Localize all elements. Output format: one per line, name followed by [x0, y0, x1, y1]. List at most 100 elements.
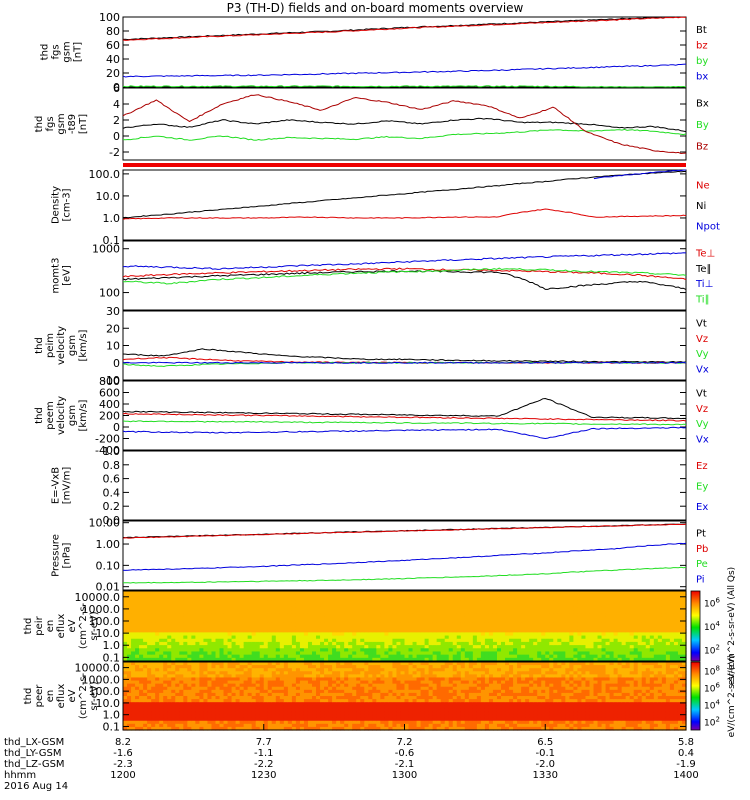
spectrogram-cell	[404, 606, 410, 611]
spectrogram-cell	[171, 635, 176, 640]
spectrogram-cell	[416, 717, 422, 722]
spectrogram-cell	[227, 692, 233, 697]
spectrogram-cell	[336, 645, 341, 649]
spectrogram-cell	[492, 641, 498, 646]
spectrogram-cell	[521, 622, 526, 627]
spectrogram-cell	[167, 638, 172, 643]
spectrogram-cell	[392, 641, 398, 646]
spectrogram-cell	[480, 603, 486, 608]
spectrogram-cell	[295, 689, 301, 694]
spectrogram-cell	[175, 702, 180, 706]
spectrogram-cell	[219, 680, 225, 685]
spectrogram-cell	[597, 591, 603, 595]
spectrogram-cell	[167, 603, 172, 608]
spectrogram-cell	[312, 626, 317, 630]
spectrogram-cell	[673, 591, 679, 595]
spectrogram-cell	[468, 591, 474, 595]
spectrogram-cell	[653, 657, 659, 662]
spectrogram-cell	[127, 594, 132, 598]
spectrogram-cell	[657, 622, 663, 627]
spectrogram-cell	[376, 632, 381, 637]
spectrogram-cell	[231, 648, 237, 653]
spectrogram-cell	[388, 689, 394, 694]
spectrogram-cell	[428, 626, 434, 630]
spectrogram-cell	[139, 651, 144, 656]
spectrogram-cell	[464, 603, 470, 608]
spectrogram-cell	[167, 651, 172, 656]
spectrogram-cell	[513, 651, 518, 656]
spectrogram-cell	[203, 632, 209, 637]
spectrogram-cell	[376, 662, 381, 666]
spectrogram-cell	[312, 619, 317, 624]
spectrogram-cell	[340, 726, 345, 731]
spectrogram-cell	[312, 657, 317, 662]
spectrogram-cell	[167, 711, 172, 716]
spectrogram-cell	[412, 613, 418, 618]
spectrogram-cell	[247, 677, 253, 682]
spectrogram-cell	[243, 665, 249, 669]
spectrogram-cell	[388, 692, 394, 697]
spectrogram-cell	[645, 600, 651, 605]
spectrogram-cell	[283, 665, 289, 669]
spectrogram-cell	[617, 597, 623, 602]
spectrogram-cell	[287, 708, 293, 713]
spectrogram-cell	[372, 708, 377, 713]
spectrogram-cell	[344, 711, 349, 716]
spectrogram-cell	[392, 711, 398, 716]
spectrogram-cell	[195, 686, 201, 691]
spectrogram-cell	[501, 613, 506, 618]
spectrogram-cell	[400, 594, 406, 598]
spectrogram-cell	[235, 677, 241, 682]
spectrogram-cell	[605, 638, 611, 643]
spectrogram-cell	[295, 648, 301, 653]
spectrogram-cell	[207, 692, 213, 697]
spectrogram-cell	[344, 683, 349, 688]
spectrogram-cell	[291, 622, 297, 627]
spectrogram-cell	[187, 648, 192, 653]
spectrogram-cell	[163, 591, 168, 595]
spectrogram-cell	[669, 591, 675, 595]
spectrogram-cell	[396, 674, 402, 679]
y-tick-label: 2	[113, 114, 120, 127]
spectrogram-cell	[211, 600, 217, 605]
spectrogram-cell	[291, 638, 297, 643]
spectrogram-cell	[191, 674, 196, 679]
spectrogram-cell	[267, 696, 273, 700]
spectrogram-cell	[488, 648, 494, 653]
spectrogram-cell	[255, 723, 261, 728]
spectrogram-cell	[428, 654, 434, 659]
spectrogram-cell	[135, 591, 140, 595]
spectrogram-cell	[340, 680, 345, 685]
spectrogram-cell	[669, 638, 675, 643]
spectrogram-cell	[307, 591, 313, 595]
spectrogram-cell	[167, 641, 172, 646]
spectrogram-cell	[207, 720, 213, 725]
spectrogram-cell	[533, 651, 538, 656]
spectrogram-cell	[436, 654, 442, 659]
spectrogram-cell	[400, 638, 406, 643]
spectrogram-cell	[179, 613, 184, 618]
spectrogram-cell	[279, 680, 285, 685]
spectrogram-cell	[408, 665, 414, 669]
spectrogram-cell	[211, 654, 217, 659]
spectrogram-cell	[267, 702, 273, 706]
spectrogram-cell	[416, 723, 422, 728]
spectrogram-cell	[328, 671, 333, 675]
spectrogram-cell	[316, 648, 321, 653]
spectrogram-cell	[143, 668, 148, 672]
spectrogram-cell	[597, 603, 603, 608]
spectrogram-cell	[299, 606, 305, 611]
spectrogram-cell	[211, 699, 217, 703]
spectrogram-cell	[464, 657, 470, 662]
spectrogram-cell	[215, 714, 221, 719]
spectrogram-cell	[147, 723, 152, 728]
spectrogram-cell	[368, 714, 373, 719]
spectrogram-cell	[597, 600, 603, 605]
spectrogram-cell	[175, 600, 180, 605]
spectrogram-cell	[271, 657, 277, 662]
spectrogram-cell	[123, 702, 128, 706]
spectrogram-cell	[219, 711, 225, 716]
spectrogram-cell	[677, 610, 683, 614]
spectrogram-cell	[537, 622, 542, 627]
spectrogram-cell	[569, 635, 574, 640]
